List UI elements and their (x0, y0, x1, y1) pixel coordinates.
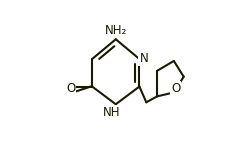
Text: O: O (171, 82, 181, 95)
Text: NH: NH (103, 106, 121, 119)
Text: N: N (139, 52, 148, 65)
Text: O: O (66, 82, 75, 95)
Text: NH₂: NH₂ (105, 24, 127, 37)
